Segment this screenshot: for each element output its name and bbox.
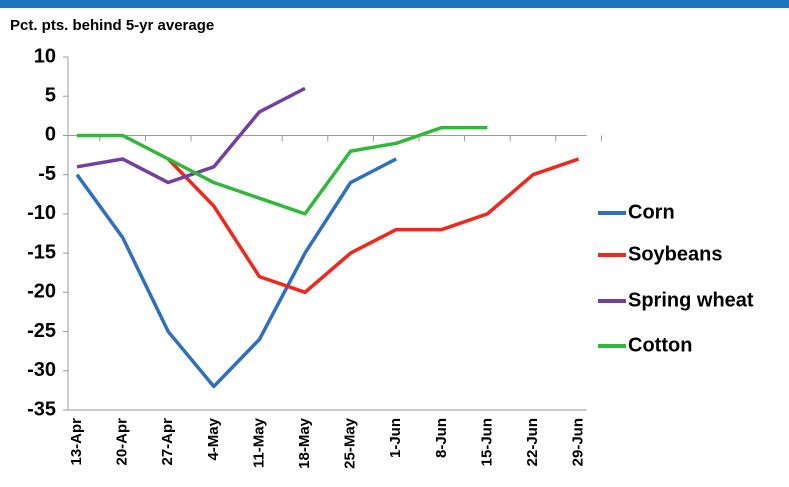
legend-label: Cotton	[628, 334, 692, 356]
x-tick-label: 11-May	[250, 417, 267, 468]
series-line	[77, 125, 488, 216]
x-tick-label: 13-Apr	[68, 418, 85, 466]
y-tick-label: -25	[27, 320, 56, 342]
legend-label: Corn	[628, 201, 675, 223]
y-tick-label: -5	[38, 163, 56, 185]
top-band	[0, 0, 789, 8]
series-line	[75, 157, 398, 389]
x-tick-label: 18-May	[296, 417, 313, 469]
x-tick-label: 15-Jun	[478, 418, 495, 466]
y-tick-label: -10	[27, 202, 56, 224]
x-tick-label: 8-Jun	[433, 418, 450, 458]
legend-label: Spring wheat	[628, 289, 754, 311]
y-tick-label: -20	[27, 281, 56, 303]
y-tick-label: -35	[27, 398, 56, 420]
x-tick-label: 22-Jun	[524, 418, 541, 466]
y-tick-label: 10	[34, 45, 56, 67]
y-tick-label: -30	[27, 359, 56, 381]
y-tick-label: -15	[27, 241, 56, 263]
series-line	[166, 157, 580, 295]
series-line	[76, 86, 306, 185]
x-tick-label: 20-Apr	[114, 418, 131, 466]
x-tick-label: 4-May	[205, 417, 222, 460]
x-tick-label: 25-May	[342, 417, 359, 469]
x-tick-label: 1-Jun	[387, 418, 404, 458]
y-tick-label: 0	[45, 124, 56, 146]
legend-label: Soybeans	[628, 243, 722, 265]
chart-title: Pct. pts. behind 5-yr average	[10, 17, 214, 34]
x-tick-label: 27-Apr	[159, 418, 176, 466]
y-tick-label: 5	[45, 85, 56, 107]
x-tick-label: 29-Jun	[570, 418, 587, 466]
